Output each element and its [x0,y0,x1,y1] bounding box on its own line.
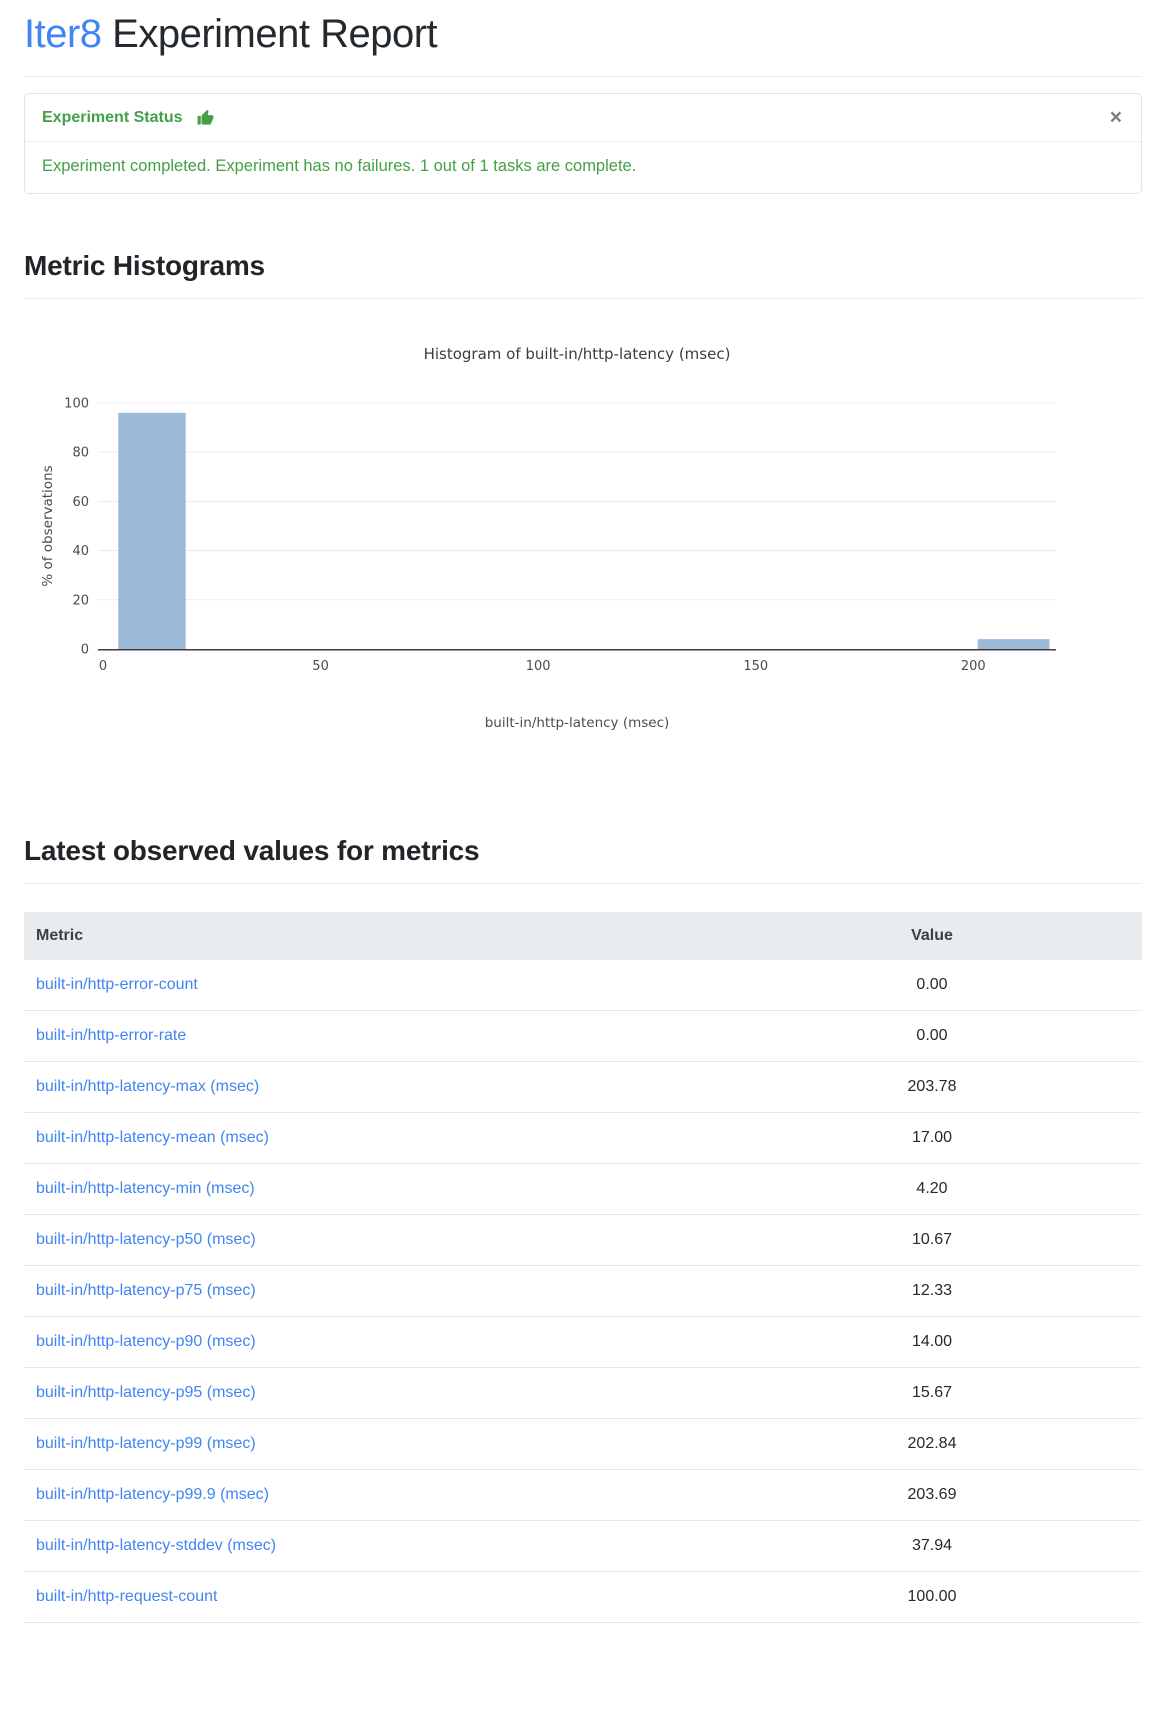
latest-values-heading: Latest observed values for metrics [24,835,1142,884]
metrics-table-body: built-in/http-error-count 0.00 built-in/ht… [24,960,1142,1623]
table-row: built-in/http-request-count 100.00 [24,1571,1142,1623]
metrics-table-head: Metric Value [24,912,1142,960]
metric-name-cell: built-in/http-latency-p95 (msec) [24,1367,722,1419]
metric-link[interactable]: built-in/http-latency-p90 (msec) [36,1333,256,1350]
metric-value: 0.00 [722,960,1142,1011]
table-row: built-in/http-latency-max (msec) 203.78 [24,1061,1142,1113]
x-axis-label: built-in/http-latency (msec) [485,715,670,731]
metric-name-cell: built-in/http-latency-p75 (msec) [24,1265,722,1317]
close-icon[interactable]: × [1109,106,1122,129]
metric-value: 14.00 [722,1316,1142,1368]
x-tick-label: 50 [312,659,329,674]
table-row: built-in/http-latency-p95 (msec) 15.67 [24,1367,1142,1419]
table-row: built-in/http-error-rate 0.00 [24,1010,1142,1062]
histogram-bar [118,412,186,649]
page-title-accent: Iter8 [24,12,102,56]
metric-name-cell: built-in/http-latency-p90 (msec) [24,1316,722,1368]
histogram-bar [977,639,1050,649]
metric-value: 10.67 [722,1214,1142,1266]
metric-name-cell: built-in/http-error-rate [24,1010,722,1062]
metric-value: 203.78 [722,1061,1142,1113]
metrics-table: Metric Value built-in/http-error-count 0.… [24,912,1142,1623]
status-message: Experiment completed. Experiment has no … [42,157,637,175]
x-tick-label: 0 [99,659,107,674]
metric-link[interactable]: built-in/http-latency-p50 (msec) [36,1231,256,1248]
metric-value: 15.67 [722,1367,1142,1419]
thumbs-up-icon [196,108,215,127]
metric-link[interactable]: built-in/http-latency-max (msec) [36,1078,260,1095]
latency-histogram-svg: Histogram of built-in/http-latency (msec… [40,345,1056,731]
table-row: built-in/http-latency-p50 (msec) 10.67 [24,1214,1142,1266]
table-row: built-in/http-latency-stddev (msec) 37.94 [24,1520,1142,1572]
metric-name-cell: built-in/http-latency-max (msec) [24,1061,722,1113]
y-tick-label: 20 [72,593,89,608]
header-divider [24,76,1142,77]
metric-value: 100.00 [722,1571,1142,1623]
metric-link[interactable]: built-in/http-latency-p99 (msec) [36,1435,256,1452]
y-tick-label: 60 [72,495,89,510]
metric-link[interactable]: built-in/http-latency-mean (msec) [36,1129,269,1146]
metric-column-header: Metric [24,912,722,960]
metric-value: 17.00 [722,1112,1142,1164]
metric-link[interactable]: built-in/http-error-rate [36,1027,187,1044]
status-card-title: Experiment Status [42,108,183,126]
table-row: built-in/http-latency-p99.9 (msec) 203.69 [24,1469,1142,1521]
page-title-rest: Experiment Report [101,12,438,56]
metric-name-cell: built-in/http-request-count [24,1571,722,1623]
metric-link[interactable]: built-in/http-request-count [36,1588,218,1605]
page-title: Iter8 Experiment Report [24,10,1142,58]
chart-title: Histogram of built-in/http-latency (msec… [424,345,731,363]
x-tick-label: 100 [526,659,551,674]
table-row: built-in/http-latency-p75 (msec) 12.33 [24,1265,1142,1317]
metric-value: 202.84 [722,1418,1142,1470]
metric-value: 12.33 [722,1265,1142,1317]
y-tick-label: 0 [81,643,89,658]
metric-name-cell: built-in/http-error-count [24,960,722,1011]
metric-name-cell: built-in/http-latency-stddev (msec) [24,1520,722,1572]
table-row: built-in/http-latency-mean (msec) 17.00 [24,1112,1142,1164]
metric-histograms-heading: Metric Histograms [24,250,1142,299]
latency-histogram-chart: Histogram of built-in/http-latency (msec… [24,327,1142,779]
metric-value: 4.20 [722,1163,1142,1215]
metric-link[interactable]: built-in/http-latency-p95 (msec) [36,1384,256,1401]
y-tick-label: 80 [72,446,89,461]
experiment-status-card: Experiment Status × Experiment completed… [24,93,1142,194]
metric-link[interactable]: built-in/http-latency-p99.9 (msec) [36,1486,269,1503]
y-tick-label: 100 [64,397,89,412]
x-tick-label: 200 [961,659,986,674]
metric-link[interactable]: built-in/http-latency-p75 (msec) [36,1282,256,1299]
metric-name-cell: built-in/http-latency-min (msec) [24,1163,722,1215]
metric-link[interactable]: built-in/http-latency-stddev (msec) [36,1537,277,1554]
status-card-header: Experiment Status × [25,94,1141,142]
table-row: built-in/http-latency-min (msec) 4.20 [24,1163,1142,1215]
metric-name-cell: built-in/http-latency-p50 (msec) [24,1214,722,1266]
metric-link[interactable]: built-in/http-latency-min (msec) [36,1180,255,1197]
metric-name-cell: built-in/http-latency-mean (msec) [24,1112,722,1164]
page-header: Iter8 Experiment Report [24,0,1142,77]
y-axis-label: % of observations [40,465,56,586]
metric-value: 203.69 [722,1469,1142,1521]
metric-link[interactable]: built-in/http-error-count [36,976,198,993]
x-tick-label: 150 [743,659,768,674]
metric-value: 37.94 [722,1520,1142,1572]
metric-value: 0.00 [722,1010,1142,1062]
metric-name-cell: built-in/http-latency-p99.9 (msec) [24,1469,722,1521]
table-header-row: Metric Value [24,912,1142,960]
table-row: built-in/http-latency-p90 (msec) 14.00 [24,1316,1142,1368]
value-column-header: Value [722,912,1142,960]
metric-name-cell: built-in/http-latency-p99 (msec) [24,1418,722,1470]
y-tick-label: 40 [72,544,89,559]
table-row: built-in/http-latency-p99 (msec) 202.84 [24,1418,1142,1470]
table-row: built-in/http-error-count 0.00 [24,960,1142,1011]
